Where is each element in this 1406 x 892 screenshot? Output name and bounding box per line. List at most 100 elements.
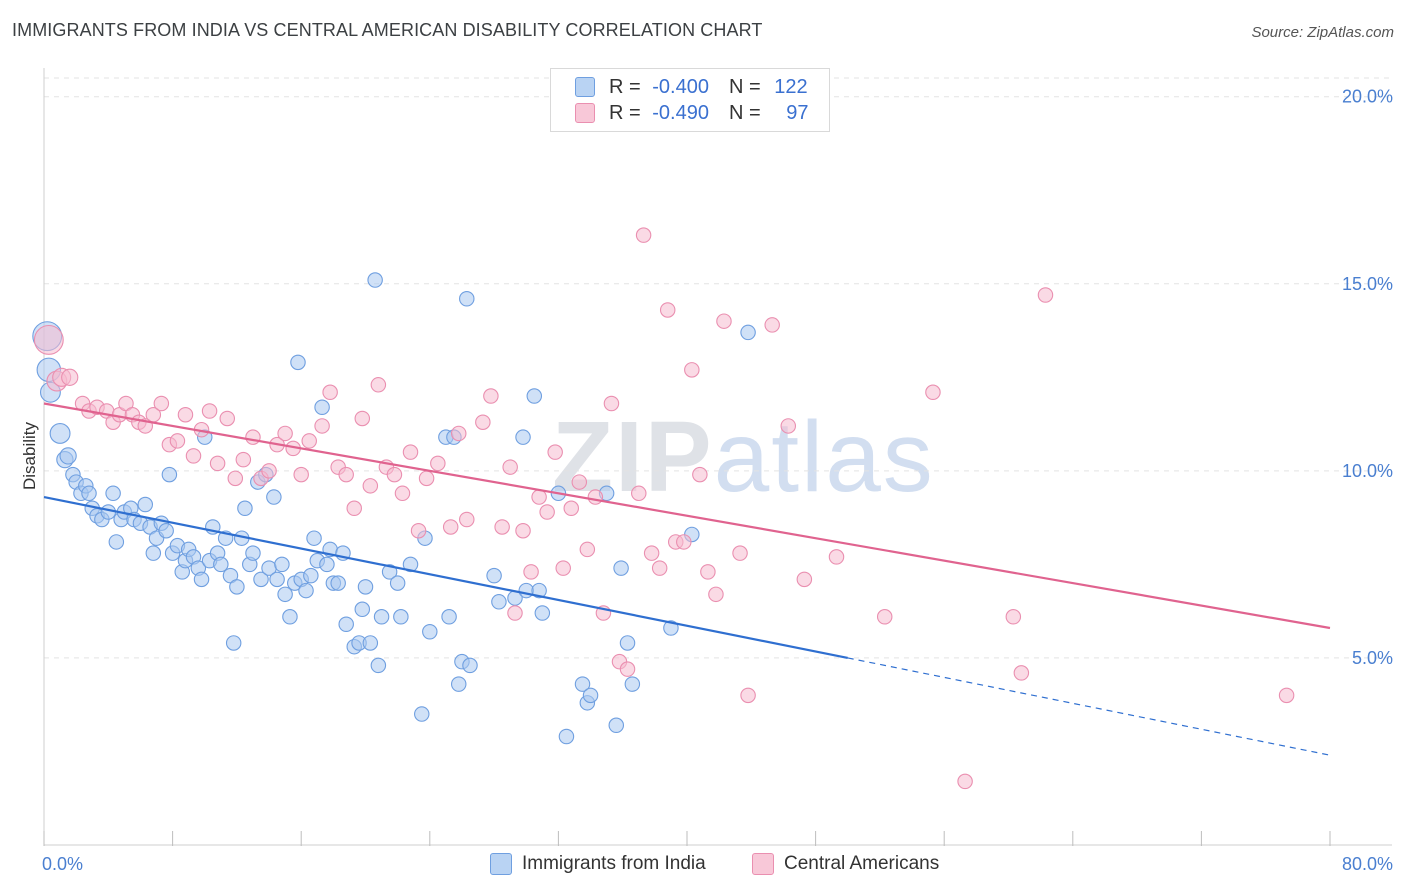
india-point [274, 556, 290, 573]
india-point [381, 564, 398, 580]
central-swatch [752, 853, 774, 875]
stats-legend: R = -0.400 N = 122 R = -0.490 N = 97 [550, 68, 830, 132]
central-point [579, 541, 596, 558]
central-point [676, 534, 692, 550]
y-tick-label: 20.0% [1342, 87, 1393, 107]
axes [43, 68, 1392, 846]
central-point [418, 470, 435, 487]
central-point [631, 485, 647, 502]
central-point [219, 410, 236, 427]
india-point [402, 556, 419, 573]
central-point [322, 384, 338, 401]
bottom-legend-label: Central Americans [784, 853, 940, 874]
central-point [227, 470, 244, 487]
india-point [367, 272, 383, 288]
india-point [225, 635, 242, 651]
legend-n-value: 122 [774, 75, 808, 98]
india-point [582, 687, 599, 704]
source-label: Source: ZipAtlas.com [1251, 24, 1394, 41]
india-point [290, 354, 306, 371]
central-point [876, 609, 893, 625]
central-point [684, 362, 700, 378]
india-point [303, 567, 319, 584]
legend-row-central: R = -0.490 N = 97 [575, 100, 808, 126]
india-point [486, 567, 502, 584]
india-point [237, 500, 253, 517]
central-point [732, 545, 748, 561]
central-point [153, 395, 170, 412]
india-point [282, 609, 298, 625]
central-point [925, 384, 941, 401]
india-point [158, 522, 174, 539]
central-point [1278, 687, 1295, 704]
central-point [245, 429, 261, 445]
y-tick-label: 10.0% [1342, 461, 1393, 481]
central-point [261, 463, 277, 479]
india-point [357, 579, 374, 595]
central-point [301, 433, 317, 449]
central-point [603, 395, 620, 412]
central-point [370, 377, 387, 393]
central-point [539, 504, 555, 520]
india-point [740, 324, 756, 341]
india-point [450, 676, 467, 692]
central-point [442, 519, 459, 535]
india-point [306, 530, 322, 546]
central-point [700, 564, 716, 580]
india-point [354, 601, 371, 618]
central-swatch [575, 103, 595, 123]
central-point [61, 368, 79, 386]
x-tick-label: 80.0% [1342, 854, 1393, 874]
central-point [563, 500, 580, 517]
central-point [338, 466, 354, 483]
central-point [483, 388, 499, 404]
central-point [828, 549, 845, 565]
india-point [269, 571, 285, 588]
india-point [277, 586, 293, 603]
india-swatch [575, 77, 595, 97]
x-tick-label: 0.0% [42, 854, 83, 874]
central-point [346, 500, 362, 517]
y-tick-label: 5.0% [1352, 648, 1393, 668]
central-point [659, 302, 676, 318]
india-point [137, 496, 154, 513]
legend-n-label: N = [728, 101, 767, 124]
india-point [491, 594, 507, 610]
india-point [373, 609, 390, 625]
india-point [319, 556, 335, 573]
legend-r-value: -0.400 [652, 75, 709, 98]
central-trend-line [43, 402, 1331, 630]
india-point [213, 556, 229, 573]
india-point [414, 706, 430, 722]
central-point [957, 773, 973, 790]
central-point [796, 571, 813, 588]
central-point [1037, 287, 1054, 303]
central-point [619, 661, 636, 677]
central-point [1013, 665, 1030, 681]
central-point [450, 425, 467, 442]
india-point [613, 560, 629, 576]
central-point [277, 425, 293, 442]
india-point [145, 545, 162, 561]
central-point [169, 433, 186, 449]
india-swatch [490, 853, 512, 875]
bottom-legend-central: Central Americans [752, 851, 939, 877]
india-point [462, 657, 478, 674]
legend-r-value: -0.490 [652, 101, 709, 124]
india-point [229, 579, 245, 595]
y-tick-label: 15.0% [1342, 274, 1393, 294]
india-point [531, 582, 547, 599]
india-point [526, 388, 543, 404]
central-point [502, 459, 518, 475]
india-point [574, 676, 591, 692]
y-axis-label: Disability [20, 421, 39, 490]
central-point [587, 489, 604, 505]
legend-row-india: R = -0.400 N = 122 [575, 74, 808, 100]
central-point [494, 519, 510, 535]
central-point [475, 414, 491, 430]
central-point [571, 474, 588, 490]
india-point [314, 399, 330, 415]
central-point [394, 485, 411, 502]
central-point [314, 418, 330, 434]
india-point [59, 447, 77, 465]
